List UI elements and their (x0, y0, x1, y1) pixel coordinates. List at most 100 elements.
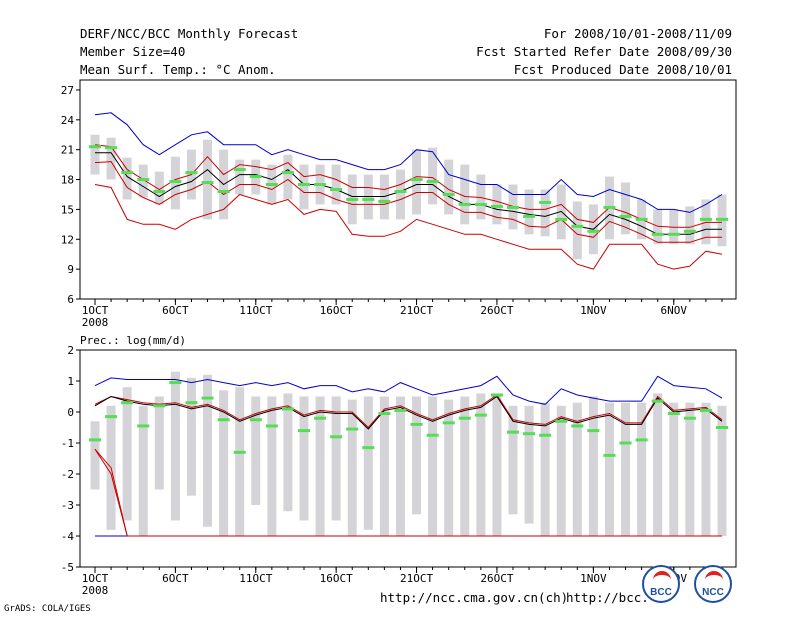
temp-median-mark (555, 217, 568, 221)
prec-median-mark (667, 412, 680, 416)
temp-box (90, 134, 100, 175)
temp-box (476, 174, 486, 220)
temp-ytick-label: 18 (61, 174, 74, 187)
prec-median-mark (571, 424, 584, 428)
temp-median-mark (410, 178, 423, 182)
temp-ytick-label: 15 (61, 203, 74, 216)
prec-xtick-label: 6OCT (162, 572, 189, 585)
temp-xtick-label: 6NOV (661, 304, 688, 317)
prec-box (508, 405, 518, 515)
prec-median-mark (394, 408, 407, 412)
prec-median-mark (651, 399, 664, 403)
produced-date: Fcst Produced Date 2008/10/01 (513, 62, 732, 77)
prec-box (331, 396, 341, 521)
prec-xtick-year: 2008 (82, 584, 109, 597)
prec-box (588, 396, 598, 536)
temp-median-mark (314, 183, 327, 187)
prec-box (203, 374, 213, 527)
temp-median-mark (683, 229, 696, 233)
temp-box (283, 154, 293, 200)
refer-date: Fcst Started Refer Date 2008/09/30 (476, 44, 732, 59)
prec-median-mark (587, 429, 600, 433)
prec-box (412, 396, 422, 515)
temp-box (299, 164, 309, 210)
temp-box (106, 137, 116, 180)
prec-box (476, 393, 486, 536)
prec-median-mark (490, 393, 503, 397)
prec-median-mark (458, 416, 471, 420)
temp-box (444, 159, 454, 215)
temp-median-mark (523, 214, 536, 218)
variable-label: Mean Surf. Temp.: °C Anom. (80, 62, 276, 77)
prec-box (524, 405, 534, 524)
prec-median-mark (298, 429, 310, 433)
prec-box (283, 393, 293, 512)
temp-median-mark (651, 232, 664, 236)
prec-box (347, 399, 357, 536)
prec-box (604, 402, 614, 536)
temp-box (395, 169, 405, 220)
temp-upper-mean-line (94, 144, 722, 228)
temp-median-mark (105, 146, 118, 150)
temp-median-mark (121, 171, 134, 175)
ncc-logo: NCC (694, 565, 732, 603)
prec-box (122, 387, 132, 521)
prec-median-mark (217, 418, 230, 422)
prec-box (154, 396, 164, 490)
prec-xtick-label: 11OCT (239, 572, 272, 585)
temp-box (428, 147, 438, 205)
prec-box (540, 402, 550, 536)
temp-median-mark (426, 180, 439, 184)
prec-median-mark (201, 396, 214, 400)
temp-mean-line (95, 152, 722, 235)
prec-ytick-label: -4 (61, 530, 75, 543)
temp-median-mark (458, 202, 471, 206)
prec-median-mark (169, 381, 182, 385)
temp-box (685, 206, 695, 245)
temp-box (203, 139, 213, 220)
prec-box (267, 396, 277, 536)
temp-ytick-label: 27 (61, 84, 74, 97)
bcc-logo: BCC (642, 565, 680, 603)
prec-median-mark (153, 404, 166, 408)
prec-upper-mean-line (94, 394, 723, 429)
prec-box (315, 396, 325, 536)
prec-frame (79, 349, 737, 568)
temp-box (524, 189, 534, 235)
temp-median-mark (394, 189, 407, 193)
prec-box (492, 396, 502, 536)
temp-upper-line (94, 112, 723, 213)
prec-xtick-label: 16OCT (320, 572, 353, 585)
temp-box (701, 199, 711, 245)
temp-median-mark (571, 224, 584, 228)
prec-median-mark (121, 401, 134, 405)
prec-median-mark (362, 446, 375, 450)
temp-box (122, 157, 132, 200)
prec-box (251, 396, 261, 505)
prec-median-mark (699, 408, 712, 412)
ncc-url[interactable]: http://ncc.cma.gov.cn(ch) (380, 590, 569, 605)
prec-box (299, 396, 309, 521)
temp-box (235, 159, 245, 195)
prec-xtick-label: 21OCT (400, 572, 433, 585)
temp-median-mark (539, 200, 552, 204)
prec-median-mark (555, 419, 568, 423)
temp-lower-line (94, 184, 723, 270)
temp-xtick-label: 1OCT (82, 304, 109, 317)
prec-box (556, 405, 566, 536)
prec-box (669, 402, 679, 536)
prec-xtick-label: 1NOV (580, 572, 607, 585)
temp-median-mark (281, 171, 294, 175)
member-size: Member Size=40 (80, 44, 186, 59)
prec-median-mark (378, 412, 391, 416)
bcc-url[interactable]: http://bcc. (566, 590, 649, 605)
prec-box (90, 421, 100, 490)
temp-median-mark (233, 168, 246, 172)
prec-median-mark (619, 441, 632, 445)
prec-box (219, 390, 229, 536)
prec-median-mark (523, 432, 536, 436)
prec-median-mark (683, 416, 696, 420)
temp-median-mark (603, 205, 616, 209)
prec-median-mark (346, 427, 359, 431)
